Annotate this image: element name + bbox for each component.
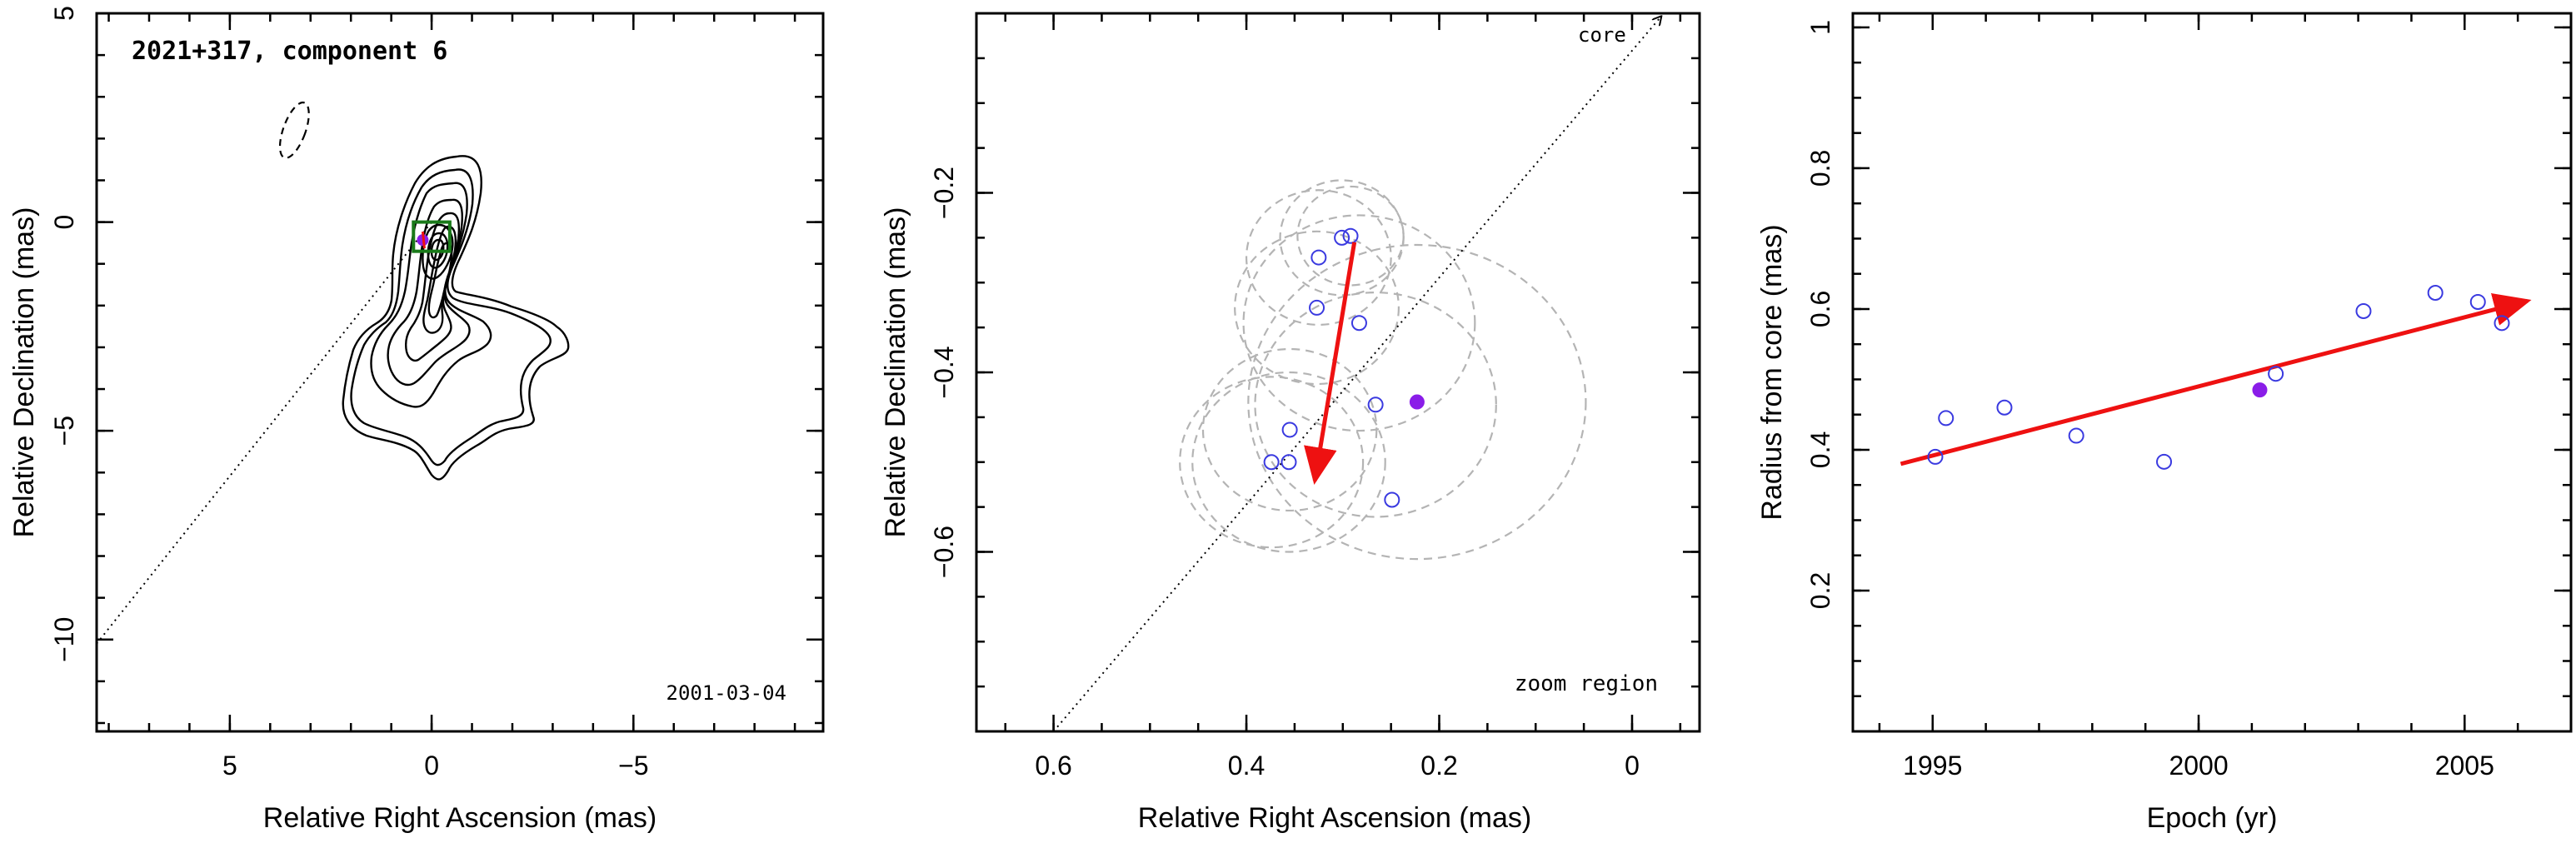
zoom-region-box [412, 220, 452, 253]
axes-frame [975, 12, 1701, 733]
y-tick-label: 0.6 [1805, 291, 1835, 327]
radius-point [1996, 399, 2013, 416]
error-ellipse [1245, 189, 1392, 326]
position-point [1309, 299, 1325, 316]
radius-vs-epoch-panel: 1995 2000 2005 0.2 0.4 0.6 0.8 1 Epoch (yr) Ra… [1756, 12, 2573, 834]
radius-point [2469, 293, 2486, 310]
radius-point [2068, 427, 2084, 444]
zoom-region-label: zoom region [1515, 671, 1658, 696]
position-point [1384, 491, 1400, 508]
x-tick-label: 0.2 [1420, 751, 1457, 781]
y-tick-label: 0.8 [1805, 150, 1835, 187]
highlighted-radius-point [2252, 382, 2268, 398]
radius-point [1927, 448, 1944, 465]
x-axis-label: Relative Right Ascension (mas) [1138, 802, 1531, 834]
axes-frame [95, 12, 825, 733]
position-point [1281, 422, 1298, 438]
y-axis-label: Relative Declination (mas) [8, 207, 40, 538]
x-tick-label: 0 [424, 751, 439, 781]
radius-point [2494, 315, 2510, 332]
beam-ellipse [278, 101, 310, 159]
x-tick-label: 5 [222, 751, 237, 781]
y-axis-label: Relative Declination (mas) [880, 207, 911, 538]
x-tick-label: −5 [618, 751, 648, 781]
x-tick-label: 2000 [2169, 751, 2228, 781]
position-point [1342, 227, 1359, 244]
x-axis-ticks: 1995 2000 2005 [1878, 13, 2573, 781]
component-motion-vector [421, 231, 426, 249]
radius-point [2156, 453, 2173, 470]
y-tick-label: −5 [49, 416, 79, 446]
position-point [1367, 397, 1384, 413]
contour-lines [342, 155, 570, 481]
y-tick-label: 0 [49, 215, 79, 230]
x-axis-ticks: 5 0 −5 [107, 13, 796, 781]
x-tick-label: 0.6 [1035, 751, 1071, 781]
x-tick-label: 2005 [2435, 751, 2494, 781]
x-tick-label: 0.4 [1228, 751, 1265, 781]
radius-point [2355, 302, 2372, 319]
trend-arrow [1900, 292, 2532, 466]
error-ellipse [1279, 179, 1405, 297]
y-tick-label: 1 [1805, 20, 1835, 35]
panel-title: 2021+317, component 6 [132, 37, 447, 66]
component-positions [1263, 227, 1425, 508]
radius-points [1927, 285, 2510, 470]
radius-point [2427, 285, 2444, 302]
x-tick-label: 1995 [1903, 751, 1962, 781]
epoch-annotation: 2001-03-04 [666, 681, 787, 705]
core-label: core [1578, 23, 1626, 47]
x-tick-label: 0 [1625, 751, 1640, 781]
position-point [1263, 454, 1280, 471]
y-tick-label: 5 [49, 6, 79, 21]
x-axis-label: Epoch (yr) [2147, 802, 2278, 834]
position-point [1281, 454, 1297, 471]
x-axis-ticks: 0.6 0.4 0.2 0 [1004, 13, 1682, 781]
motion-vector-arrow [1304, 242, 1357, 486]
error-ellipse [1201, 347, 1378, 512]
y-tick-label: −10 [49, 617, 79, 662]
core-direction-line [97, 221, 432, 645]
radius-point [1938, 410, 1954, 426]
y-axis-label: Radius from core (mas) [1756, 224, 1788, 520]
error-ellipse [1242, 214, 1476, 432]
error-ellipse [1296, 185, 1405, 287]
x-axis-label: Relative Right Ascension (mas) [263, 802, 656, 834]
error-ellipses [1179, 179, 1587, 561]
error-ellipse [1179, 376, 1365, 549]
position-point [1334, 229, 1350, 246]
highlighted-position-point [1409, 394, 1425, 410]
radius-point [2268, 366, 2284, 382]
error-ellipse [1254, 292, 1497, 518]
core-direction-line [1052, 17, 1661, 731]
y-axis-ticks: 0.2 0.4 0.6 0.8 1 [1805, 20, 2571, 733]
position-point [1310, 249, 1327, 266]
y-axis-ticks: 5 0 −5 −10 [49, 6, 823, 725]
y-tick-label: −0.4 [929, 346, 959, 398]
error-ellipse [1191, 371, 1386, 553]
y-tick-label: −0.6 [929, 526, 959, 578]
zoom-scatter-panel: 0.6 0.4 0.2 0 −0.2 −0.4 −0.6 core zoom region… [880, 12, 1701, 834]
error-ellipse [1234, 230, 1400, 386]
y-tick-label: 0.2 [1805, 572, 1835, 609]
contour-map-panel: 5 0 −5 5 0 −5 −10 2021+317, component 6 2001-… [8, 6, 825, 834]
y-tick-label: −0.2 [929, 167, 959, 219]
y-tick-label: 0.4 [1805, 431, 1835, 468]
y-axis-ticks: −0.2 −0.4 −0.6 [929, 12, 1700, 733]
axes-frame [1851, 12, 2573, 733]
position-point [1350, 315, 1367, 332]
error-ellipse [1247, 243, 1587, 561]
